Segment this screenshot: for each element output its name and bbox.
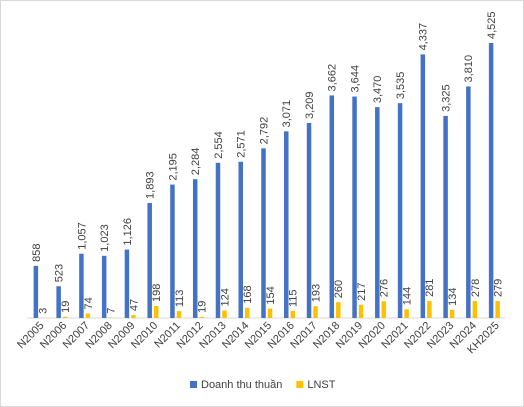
bar	[79, 253, 84, 318]
bar	[192, 179, 198, 318]
bar	[443, 115, 448, 318]
data-label: 3	[37, 308, 49, 314]
bar	[261, 148, 266, 318]
data-label: 168	[242, 285, 254, 303]
data-label: 198	[151, 284, 163, 302]
bar	[290, 311, 296, 318]
bar	[375, 107, 380, 318]
data-label: 260	[333, 280, 345, 298]
bar	[472, 301, 478, 318]
bar	[222, 310, 227, 318]
bar	[336, 302, 341, 318]
data-label: 3,325	[441, 84, 453, 112]
data-label: 2,554	[213, 131, 225, 159]
bar	[170, 184, 175, 318]
data-label: 217	[356, 282, 368, 300]
bar	[147, 202, 152, 318]
bar	[397, 103, 403, 319]
bar	[215, 162, 221, 318]
data-label: 19	[60, 301, 72, 313]
data-label: 281	[424, 279, 436, 297]
data-label: 2,195	[167, 153, 179, 181]
data-label: 1,893	[145, 171, 157, 199]
data-label: 279	[493, 279, 505, 297]
data-label: 2,792	[258, 117, 270, 145]
bar	[238, 161, 243, 318]
legend-label: Doanh thu thuần	[201, 379, 282, 391]
bar	[244, 307, 250, 318]
bar	[101, 255, 107, 318]
data-label: 193	[310, 284, 322, 302]
legend-label: LNST	[307, 379, 335, 391]
bar	[404, 309, 409, 318]
data-label: 115	[288, 289, 300, 307]
data-label: 4,525	[486, 11, 498, 39]
data-label: 3,470	[372, 76, 384, 104]
data-label: 4,337	[418, 23, 430, 51]
bar	[352, 96, 357, 318]
data-label: 2,284	[190, 148, 202, 176]
bar	[33, 265, 39, 318]
data-label: 74	[83, 297, 95, 309]
bar	[62, 316, 68, 318]
data-label: 523	[54, 264, 66, 282]
data-label: 2,571	[236, 130, 248, 158]
bar	[381, 301, 387, 318]
data-label: 124	[219, 288, 231, 306]
data-label: 3,209	[304, 91, 316, 119]
data-label: 276	[379, 279, 391, 297]
data-label: 154	[265, 286, 277, 304]
bar	[56, 286, 61, 318]
bar	[427, 300, 432, 318]
bar	[124, 249, 130, 318]
legend-swatch	[190, 381, 197, 388]
bar	[313, 306, 318, 318]
legend-swatch	[296, 381, 304, 388]
data-label: 47	[128, 299, 140, 311]
data-label: 1,023	[99, 224, 111, 252]
bar	[153, 305, 159, 318]
data-label: 1,126	[122, 218, 134, 246]
bar	[85, 313, 91, 318]
data-label: 144	[401, 287, 413, 305]
data-label: 858	[31, 243, 43, 261]
bar	[358, 304, 364, 318]
data-label: 3,071	[281, 100, 293, 128]
bar	[488, 43, 494, 318]
data-label: 7	[106, 307, 118, 313]
bar	[495, 301, 500, 318]
bar	[306, 122, 312, 318]
data-label: 3,535	[395, 72, 407, 100]
data-label: 134	[447, 287, 459, 305]
bar	[267, 308, 273, 318]
data-label: 3,644	[349, 65, 361, 93]
data-label: 1,057	[76, 222, 88, 250]
data-label: 3,662	[327, 64, 339, 92]
bar	[199, 316, 204, 318]
data-label: 3,810	[463, 55, 475, 83]
bar	[420, 54, 426, 318]
bar	[176, 311, 182, 318]
bar	[329, 95, 335, 319]
bar	[466, 86, 471, 319]
bar	[131, 315, 136, 318]
bar	[284, 131, 289, 318]
data-label: 113	[174, 290, 186, 308]
data-label: 278	[470, 279, 482, 297]
bar	[449, 309, 455, 318]
data-label: 19	[197, 301, 209, 313]
